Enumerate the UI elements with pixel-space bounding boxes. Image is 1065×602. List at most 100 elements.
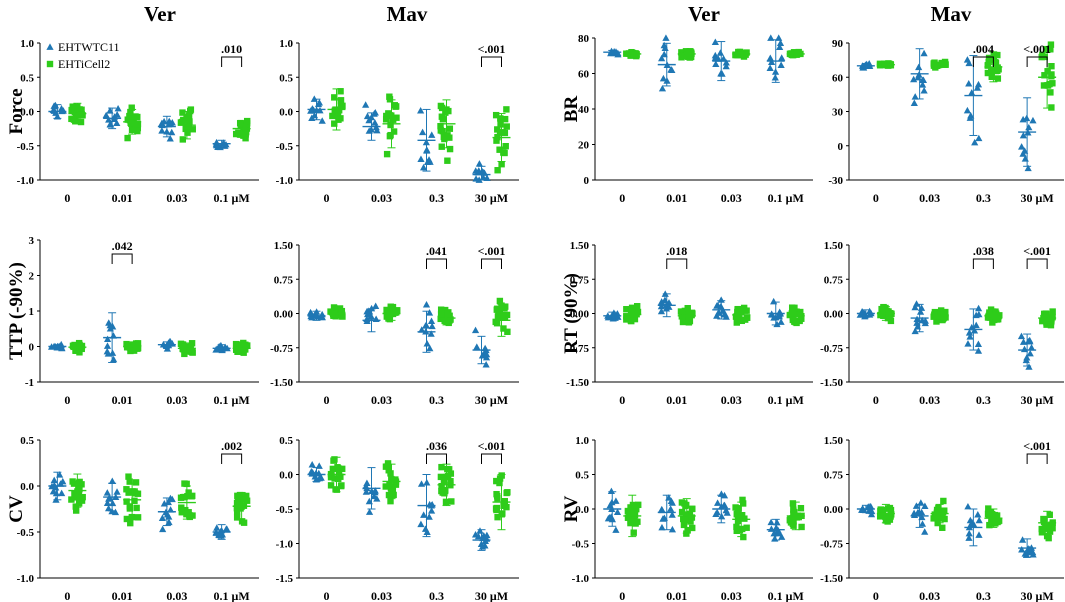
data-point-square bbox=[685, 311, 692, 318]
data-point-square bbox=[503, 123, 510, 130]
data-point-triangle bbox=[668, 525, 677, 533]
data-point-square bbox=[131, 488, 138, 495]
data-point-square bbox=[734, 505, 741, 513]
data-point-square bbox=[494, 513, 501, 521]
y-tick-label: 1.0 bbox=[20, 38, 34, 50]
data-point-square bbox=[437, 127, 444, 134]
data-point-square bbox=[387, 121, 394, 129]
legend-label: EHTWTC11 bbox=[58, 40, 120, 54]
data-point-square bbox=[189, 126, 196, 133]
data-point-square bbox=[335, 465, 342, 472]
data-point-square bbox=[76, 349, 83, 356]
x-tick-label: 0.1 μM bbox=[214, 393, 250, 407]
data-point-square bbox=[188, 340, 196, 347]
data-point-square bbox=[236, 120, 244, 127]
y-axis-label: RV bbox=[561, 495, 582, 522]
data-point-square bbox=[627, 308, 635, 315]
data-point-square bbox=[1044, 317, 1052, 325]
x-tick-label: 0 bbox=[873, 191, 879, 205]
data-point-triangle bbox=[963, 106, 971, 114]
data-point-triangle bbox=[427, 330, 435, 337]
x-tick-label: 0 bbox=[873, 393, 879, 407]
data-point-square bbox=[986, 311, 993, 318]
panel-force-ver: 1.0 0.5 0.0 -0.5 -1.0 Force 0 0.01 0.03 0.1 μM .01… bbox=[6, 38, 259, 205]
data-point-triangle bbox=[483, 174, 491, 182]
x-tick-label: 0.3 bbox=[429, 589, 444, 602]
data-point-triangle bbox=[861, 312, 869, 320]
data-point-triangle bbox=[868, 507, 876, 515]
data-point-square bbox=[447, 478, 454, 485]
data-point-triangle bbox=[1026, 336, 1034, 344]
data-point-triangle bbox=[974, 304, 983, 312]
data-point-triangle bbox=[1024, 164, 1032, 172]
data-point-square bbox=[734, 51, 741, 59]
data-point-square bbox=[243, 117, 251, 125]
panel-force-mav: 1.0 0.5 0.0 -0.5 -1.0 0 0.03 0.3 30 μM <.001 bbox=[276, 38, 519, 205]
data-point-square bbox=[886, 516, 894, 523]
data-point-triangle bbox=[363, 310, 372, 318]
data-point-square bbox=[494, 313, 502, 320]
panel-br-ver: 80 60 40 20 0 BR 0 0.01 0.03 0.1 μM bbox=[561, 33, 813, 205]
data-point-square bbox=[134, 345, 141, 352]
y-tick-label: 0.00 bbox=[824, 309, 844, 321]
data-point-triangle bbox=[915, 63, 923, 71]
data-point-square bbox=[242, 135, 249, 142]
data-point-square bbox=[623, 306, 630, 313]
data-point-square bbox=[394, 307, 401, 314]
data-point-square bbox=[1047, 46, 1054, 53]
x-tick-label: 0.03 bbox=[166, 191, 187, 205]
data-point-triangle bbox=[417, 520, 425, 528]
data-point-square bbox=[124, 116, 131, 123]
data-point-triangle bbox=[158, 127, 166, 134]
data-point-triangle bbox=[166, 506, 175, 513]
data-point-square bbox=[438, 487, 445, 495]
significance-bracket bbox=[481, 258, 502, 269]
data-point-square bbox=[494, 126, 501, 133]
data-point-square bbox=[632, 520, 639, 527]
data-point-square bbox=[500, 325, 507, 332]
data-point-square bbox=[76, 341, 83, 349]
data-point-triangle bbox=[425, 513, 433, 520]
data-point-square bbox=[441, 135, 448, 143]
x-tick-label: 0.1 μM bbox=[768, 589, 804, 602]
data-point-triangle bbox=[163, 345, 171, 352]
x-tick-label: 0.03 bbox=[919, 191, 940, 205]
data-point-square bbox=[688, 514, 696, 521]
y-tick-label: 0.5 bbox=[279, 435, 293, 447]
data-point-square bbox=[502, 143, 509, 150]
data-point-square bbox=[241, 346, 249, 353]
data-point-triangle bbox=[921, 502, 929, 510]
data-point-triangle bbox=[921, 317, 929, 324]
data-point-triangle bbox=[362, 488, 370, 495]
data-point-square bbox=[69, 342, 77, 349]
data-point-square bbox=[678, 54, 685, 61]
significance-bracket bbox=[426, 258, 447, 269]
data-point-square bbox=[446, 125, 454, 132]
data-point-square bbox=[329, 465, 337, 473]
x-tick-label: 0 bbox=[873, 589, 879, 602]
data-point-square bbox=[493, 137, 500, 144]
data-point-square bbox=[987, 306, 995, 313]
y-tick-label: -1.5 bbox=[276, 573, 294, 585]
data-point-square bbox=[188, 493, 195, 500]
data-point-triangle bbox=[113, 488, 121, 495]
data-point-square bbox=[993, 314, 1001, 321]
x-tick-label: 0.3 bbox=[976, 589, 991, 602]
data-point-square bbox=[877, 311, 884, 319]
data-point-triangle bbox=[773, 518, 781, 526]
y-tick-label: 0 bbox=[29, 342, 35, 354]
data-point-square bbox=[440, 478, 448, 485]
data-point-triangle bbox=[718, 70, 726, 77]
data-point-square bbox=[789, 500, 797, 507]
data-point-triangle bbox=[483, 350, 491, 358]
data-point-triangle bbox=[1018, 143, 1026, 150]
data-point-square bbox=[500, 149, 507, 156]
data-point-square bbox=[444, 157, 451, 164]
data-point-triangle bbox=[371, 487, 379, 494]
data-point-triangle bbox=[974, 340, 983, 347]
data-point-square bbox=[939, 514, 946, 521]
data-point-square bbox=[389, 488, 396, 495]
y-tick-label: -1.50 bbox=[820, 377, 843, 389]
data-point-triangle bbox=[105, 116, 113, 123]
data-point-square bbox=[233, 514, 241, 521]
